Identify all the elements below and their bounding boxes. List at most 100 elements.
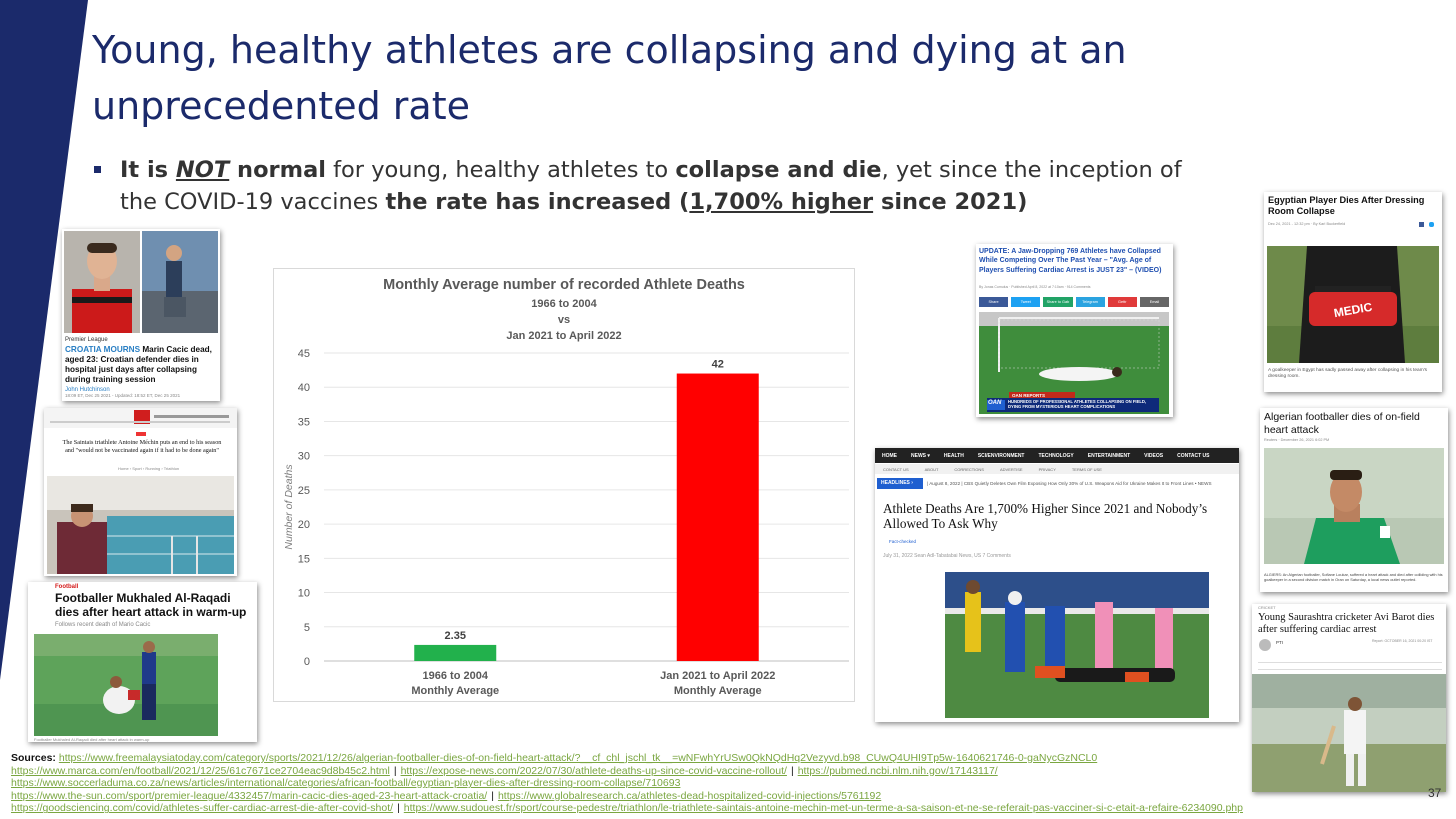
saintais-red-tag-icon [136, 432, 146, 436]
y-tick-label: 15 [298, 553, 310, 565]
update769-tv-tag: OAN REPORTS [1012, 393, 1046, 398]
expose-subnav: CONTACT US ABOUT CORRECTIONS ADVERTISE PRIVA… [875, 464, 1239, 474]
y-tick-label: 35 [298, 416, 310, 428]
sources-block: Sources: https://www.freemalaysiatoday.c… [11, 752, 1411, 815]
share-button[interactable]: Email [1139, 297, 1170, 307]
bar-2 [676, 373, 759, 661]
egypt-meta: Dec 24, 2021 - 12:32 pm · By Karl Bucker… [1268, 222, 1346, 226]
bullet-text: It is NOT normal for young, healthy athl… [120, 154, 1192, 218]
barot-avatar [1259, 639, 1271, 651]
bullet-part-collapse: collapse and die [675, 157, 882, 183]
source-link[interactable]: https://expose-news.com/2022/07/30/athle… [400, 764, 787, 777]
y-tick-label: 20 [298, 519, 310, 531]
barot-headline: Young Saurashtra cricketer Avi Barot die… [1258, 612, 1435, 635]
article-card-croatia: Premier League CROATIA MOURNS Marin Caci… [62, 229, 220, 401]
source-link[interactable]: https://www.the-sun.com/sport/premier-le… [11, 789, 488, 802]
share-button[interactable]: Share [979, 297, 1009, 307]
x-category-label: Monthly Average [411, 685, 499, 697]
article-card-alraqadi: Football Footballer Mukhaled Al-Raqadi d… [28, 582, 257, 742]
photo-antoine-mechin-pool [47, 476, 234, 574]
expose-nav-bar: HOME NEWS ▾ HEALTH SCI/ENVIRONMENT TECHNOLOG… [875, 448, 1239, 463]
source-link[interactable]: https://www.marca.com/en/football/2021/1… [11, 764, 390, 777]
algeria-meta: Reuters · December 26, 2021 6:02 PM [1264, 438, 1330, 442]
expose-ticker: | August 8, 2022 | CBS Quietly Deletes O… [927, 481, 1212, 486]
expose-nav-item[interactable]: CONTACT US [1177, 452, 1210, 459]
chart-gridlines [324, 352, 849, 662]
y-tick-label: 5 [304, 622, 310, 634]
photo-sofiane-loukar [1264, 448, 1444, 564]
bullet-square-icon [94, 166, 101, 173]
sources-lines: Sources: https://www.freemalaysiatoday.c… [11, 752, 1411, 815]
expose-nav-item[interactable]: NEWS ▾ [911, 452, 930, 459]
expose-nav-item[interactable]: TECHNOLOGY [1038, 452, 1074, 459]
bullet-part-1700: 1,700% higher [689, 189, 874, 215]
article-card-algeria: Algerian footballer dies of on-field hea… [1260, 408, 1448, 592]
y-tick-label: 0 [304, 656, 310, 668]
photo-medic-bag: MEDIC [1267, 246, 1439, 363]
expose-nav-item[interactable]: ENTERTAINMENT [1087, 452, 1131, 459]
bullet-part-rate: the rate has increased ( [385, 189, 690, 215]
bullet-part-not: NOT [175, 157, 230, 183]
source-link[interactable]: https://goodsciencing.com/covid/athletes… [11, 802, 394, 815]
photo-alraqadi-warmup [34, 634, 218, 736]
expose-badge: Fact-checked [889, 539, 917, 544]
expose-nav-item[interactable]: VIDEOS [1144, 452, 1164, 459]
update769-tv-caption: HUNDREDS OF PROFESSIONAL ATHLETES COLLAP… [1008, 399, 1147, 409]
chart-bars: 2.35 42 [414, 359, 759, 661]
x-category-label: Monthly Average [674, 685, 762, 697]
sources-line: Sources: https://www.freemalaysiatoday.c… [11, 752, 1411, 765]
bar-1 [414, 644, 497, 661]
bullet-part-normal: normal [229, 157, 326, 183]
expose-subnav-item[interactable]: CONTACT US [883, 466, 909, 472]
article-card-expose: HOME NEWS ▾ HEALTH SCI/ENVIRONMENT TECHNOLOG… [875, 448, 1239, 722]
facebook-icon [1419, 222, 1424, 227]
share-buttons-row: Share Tweet Share to Gab Telegram Gettr Email [979, 297, 1170, 307]
share-button[interactable]: Tweet [1011, 297, 1041, 307]
bullet-part-6: , yet since the inception of the COVID-1… [120, 157, 1182, 215]
expose-subnav-item[interactable]: TERMS OF USE [1071, 466, 1102, 472]
chart-ylabel: Number of Deaths [283, 464, 295, 550]
slide-title: Young, healthy athletes are collapsing a… [92, 28, 1127, 128]
alraqadi-caption: Footballer Mukhaled Al-Raqadi died after… [34, 737, 150, 742]
update769-meta: By Jonas Cumulus · Published April 8, 20… [979, 285, 1091, 289]
article-card-saintais: The Saintais triathlete Antoine Méchin p… [44, 408, 237, 576]
source-separator: | [393, 764, 397, 777]
saintais-headline: The Saintais triathlete Antoine Méchin p… [62, 439, 222, 454]
sources-line: https://goodsciencing.com/covid/athletes… [11, 802, 1411, 815]
share-button[interactable]: Share to Gab [1043, 297, 1073, 307]
expose-subnav-item[interactable]: PRIVACY [1038, 466, 1056, 472]
article-card-egypt: Egyptian Player Dies After Dressing Room… [1264, 192, 1442, 392]
chart-y-ticks: 0 5 10 15 20 25 30 35 40 45 [298, 348, 310, 668]
x-category-label: Jan 2021 to April 2022 [660, 670, 775, 682]
expose-nav-item[interactable]: HOME [882, 452, 897, 459]
expose-headline: Athlete Deaths Are 1,700% Higher Since 2… [883, 501, 1208, 531]
source-link[interactable]: https://www.globalresearch.ca/athletes-d… [497, 789, 882, 802]
expose-subnav-item[interactable]: ADVERTISE [999, 466, 1023, 472]
share-button[interactable]: Telegram [1075, 297, 1105, 307]
expose-nav-item[interactable]: SCI/ENVIRONMENT [977, 452, 1025, 459]
barot-share-row [1258, 662, 1442, 670]
chart-subtitle-2: vs [558, 314, 570, 326]
croatia-date: 18:09 ET, Dec 25 2021 - Updated: 18:52 E… [65, 393, 181, 398]
source-link[interactable]: https://pubmed.ncbi.nlm.nih.gov/17143117… [797, 764, 998, 777]
share-button[interactable]: Gettr [1107, 297, 1137, 307]
expose-subnav-item[interactable]: CORRECTIONS [954, 466, 984, 472]
bar-value-label: 42 [712, 359, 724, 371]
sources-line: https://www.soccerladuma.co.za/news/arti… [11, 777, 1411, 790]
alraqadi-sub: Follows recent death of Mario Cacic [55, 622, 151, 628]
source-link[interactable]: https://www.sudouest.fr/sport/course-ped… [403, 802, 1243, 815]
expose-headlines-label: HEADLINES › [877, 478, 923, 489]
chart-canvas: Monthly Average number of recorded Athle… [283, 277, 849, 697]
expose-subnav-item[interactable]: ABOUT [924, 466, 939, 472]
source-separator: | [397, 802, 400, 815]
article-card-769-athletes: UPDATE: A Jaw-Dropping 769 Athletes have… [976, 244, 1173, 417]
update769-headline: UPDATE: A Jaw-Dropping 769 Athletes have… [979, 248, 1162, 274]
croatia-kicker: CROATIA MOURNS [65, 345, 141, 354]
photo-avi-barot [1252, 674, 1446, 792]
source-link[interactable]: https://www.soccerladuma.co.za/news/arti… [11, 777, 681, 790]
twitter-icon [1429, 222, 1434, 227]
source-link[interactable]: https://www.freemalaysiatoday.com/catego… [58, 752, 1098, 764]
expose-nav-item[interactable]: HEALTH [943, 452, 964, 459]
photo-stretcher [945, 572, 1209, 718]
croatia-headline: CROATIA MOURNS Marin Cacic dead, aged 23… [65, 345, 217, 385]
